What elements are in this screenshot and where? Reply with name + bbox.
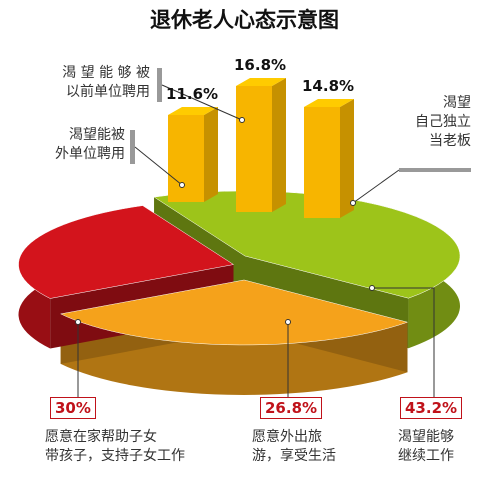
bar-top — [236, 78, 286, 86]
value-label: 30% — [50, 397, 96, 419]
value-label: 26.8% — [260, 397, 323, 419]
leader-dot — [179, 182, 185, 188]
leader-dot — [75, 319, 81, 325]
leader-dot — [369, 285, 375, 291]
leader-dot — [239, 117, 245, 123]
category-label: 渴望 自己独立 当老板 — [415, 95, 471, 149]
pie-slice — [153, 190, 461, 299]
value-label: 14.8% — [302, 77, 355, 95]
category-label: 渴 望 能 够 被 以前单位聘用 — [62, 65, 150, 100]
category-label: 渴望能够 继续工作 — [398, 429, 454, 464]
bar — [236, 86, 272, 212]
bar — [168, 115, 204, 202]
value-label: 43.2% — [400, 397, 463, 419]
leader-line — [134, 146, 183, 186]
pie-slice — [59, 279, 409, 346]
chart-title: 退休老人心态示意图 — [150, 8, 339, 32]
bar-side — [340, 99, 354, 218]
bar — [304, 107, 340, 218]
value-label: 16.8% — [234, 56, 287, 74]
leader-line — [352, 169, 400, 204]
bar-top — [168, 107, 218, 115]
bar-side — [204, 107, 218, 202]
bar-side — [272, 78, 286, 212]
label-marker — [399, 168, 471, 172]
category-label: 愿意在家帮助子女 带孩子，支持子女工作 — [45, 429, 185, 464]
leader-dot — [350, 200, 356, 206]
bar-top — [304, 99, 354, 107]
category-label: 渴望能被 外单位聘用 — [55, 127, 125, 162]
leader-dot — [285, 319, 291, 325]
category-label: 愿意外出旅 游，享受生活 — [252, 429, 336, 464]
label-marker — [130, 130, 135, 164]
pie-side — [60, 313, 408, 395]
label-marker — [157, 68, 162, 102]
leader-line — [161, 84, 243, 121]
pie-slice — [18, 205, 235, 299]
value-label: 11.6% — [166, 85, 219, 103]
